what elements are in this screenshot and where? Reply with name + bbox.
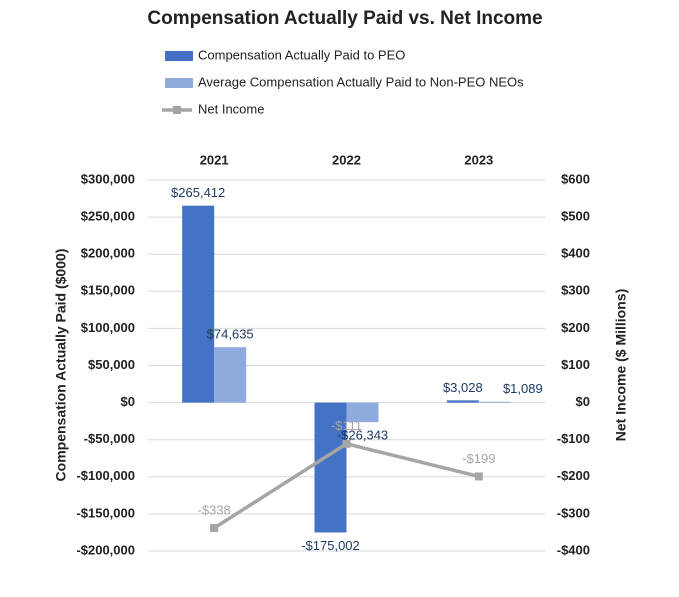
data-label: -$338 <box>198 502 231 517</box>
y-tick-label: -$50,000 <box>84 431 135 446</box>
y-tick-label: $0 <box>121 394 135 409</box>
x-tick-label: 2021 <box>200 152 229 167</box>
y2-tick-label: $400 <box>561 246 590 261</box>
legend-swatch <box>165 78 193 88</box>
y-tick-label: $100,000 <box>81 320 135 335</box>
y-tick-label: $150,000 <box>81 283 135 298</box>
y-axis-title: Compensation Actually Paid ($000) <box>53 249 69 482</box>
bar <box>182 205 215 403</box>
bar <box>314 402 347 533</box>
y-tick-label: -$100,000 <box>76 468 135 483</box>
y2-tick-label: $0 <box>576 394 590 409</box>
data-label: $265,412 <box>171 185 225 200</box>
y2-tick-label: $100 <box>561 357 590 372</box>
y-tick-label: -$150,000 <box>76 505 135 520</box>
data-label: $3,028 <box>443 380 483 395</box>
y-tick-label: -$200,000 <box>76 542 135 557</box>
y2-tick-label: $300 <box>561 283 590 298</box>
y2-tick-label: -$300 <box>557 505 590 520</box>
x-tick-label: 2022 <box>332 152 361 167</box>
bar <box>346 402 379 423</box>
legend-label: Compensation Actually Paid to PEO <box>198 47 405 62</box>
y-tick-label: $50,000 <box>88 357 135 372</box>
data-label: $74,635 <box>207 327 254 342</box>
data-label: -$199 <box>462 451 495 466</box>
line-marker <box>210 523 219 532</box>
y2-tick-label: $600 <box>561 171 590 186</box>
y2-tick-label: -$400 <box>557 542 590 557</box>
data-label: -$26,343 <box>337 428 388 443</box>
chart-title: Compensation Actually Paid vs. Net Incom… <box>147 8 542 29</box>
y2-tick-label: $500 <box>561 209 590 224</box>
bar <box>214 347 247 403</box>
line-marker <box>342 439 351 448</box>
y2-axis-title: Net Income ($ Millions) <box>613 289 629 441</box>
legend-swatch <box>165 51 193 61</box>
line-marker <box>474 472 483 481</box>
y2-tick-label: $200 <box>561 320 590 335</box>
legend-label: Net Income <box>198 101 264 116</box>
data-label: $1,089 <box>503 381 543 396</box>
y2-tick-label: -$200 <box>557 468 590 483</box>
y-tick-label: $250,000 <box>81 209 135 224</box>
bar <box>478 401 511 403</box>
data-label: -$175,002 <box>301 538 360 553</box>
data-label: -$111 <box>331 418 362 433</box>
x-tick-label: 2023 <box>464 152 493 167</box>
legend-label: Average Compensation Actually Paid to No… <box>198 74 524 89</box>
y-tick-label: $200,000 <box>81 246 135 261</box>
legend-marker <box>173 106 181 114</box>
y-tick-label: $300,000 <box>81 171 135 186</box>
y2-tick-label: -$100 <box>557 431 590 446</box>
bar <box>446 400 479 403</box>
